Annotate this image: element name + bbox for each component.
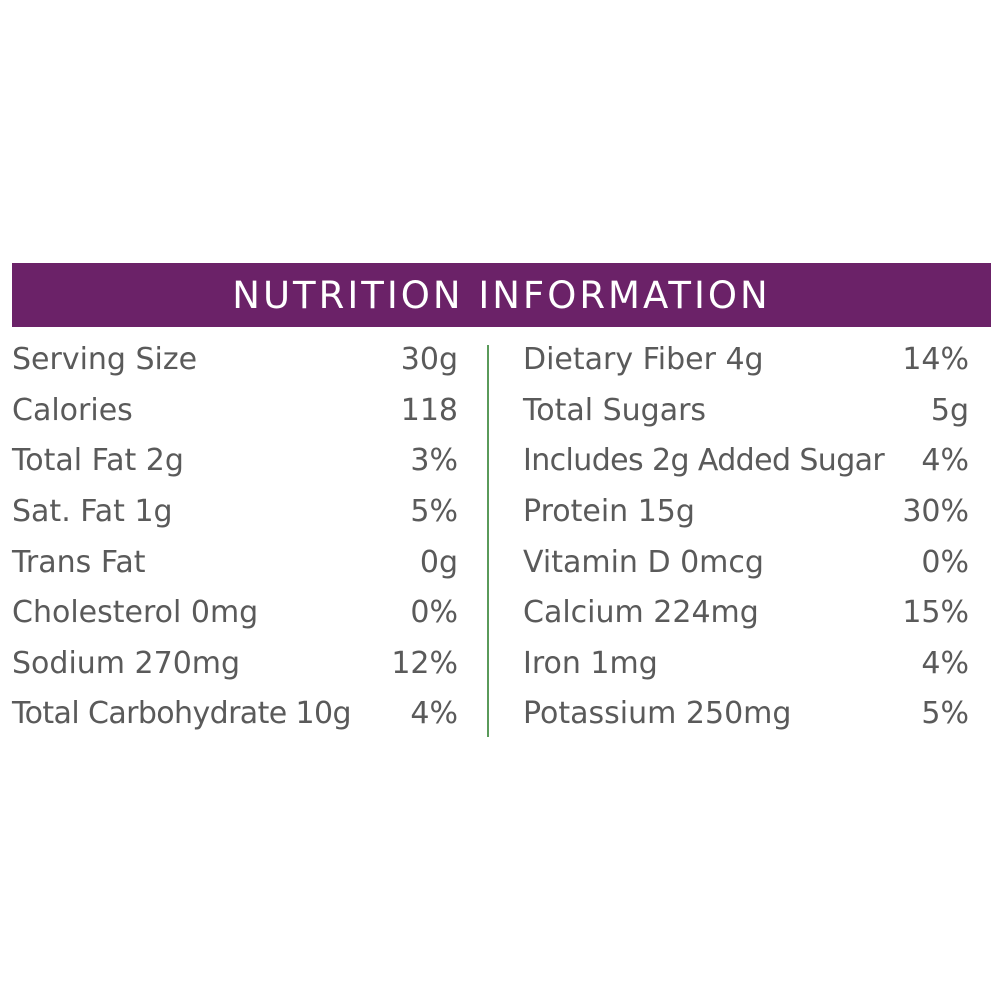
nutrient-value: 12% (391, 645, 458, 681)
nutrient-label: Includes 2g Added Sugar (523, 443, 885, 479)
nutrient-row: Calories 118 (12, 386, 458, 437)
nutrient-label: Total Sugars (523, 392, 707, 428)
nutrient-value: 15% (902, 595, 969, 631)
nutrient-label: Serving Size (12, 342, 198, 378)
nutrient-value: 30% (902, 494, 969, 530)
nutrient-row: Total Fat 2g 3% (12, 436, 458, 487)
nutrient-row: Sodium 270mg 12% (12, 639, 458, 690)
panel-title: NUTRITION INFORMATION (232, 273, 771, 317)
nutrient-value: 5% (921, 696, 969, 732)
nutrient-row: Sat. Fat 1g 5% (12, 487, 458, 538)
nutrient-value: 3% (410, 443, 458, 479)
nutrient-value: 4% (921, 645, 969, 681)
nutrient-label: Sat. Fat 1g (12, 494, 173, 530)
nutrient-row: Calcium 224mg 15% (523, 588, 969, 639)
nutrient-label: Cholesterol 0mg (12, 595, 259, 631)
nutrient-row: Vitamin D 0mcg 0% (523, 537, 969, 588)
nutrient-value: 30g (400, 342, 458, 378)
nutrient-label: Calcium 224mg (523, 595, 759, 631)
column-divider (487, 345, 489, 737)
nutrient-row: Potassium 250mg 5% (523, 689, 969, 740)
nutrient-label: Vitamin D 0mcg (523, 544, 764, 580)
nutrition-panel: NUTRITION INFORMATION Serving Size 30g C… (12, 263, 991, 755)
nutrient-row: Serving Size 30g (12, 335, 458, 386)
nutrient-row: Total Sugars 5g (523, 386, 969, 437)
nutrient-value: 4% (921, 443, 969, 479)
nutrient-value: 4% (410, 696, 458, 732)
nutrient-row: Includes 2g Added Sugar 4% (523, 436, 969, 487)
nutrient-value: 14% (902, 342, 969, 378)
nutrient-label: Sodium 270mg (12, 645, 241, 681)
nutrient-row: Dietary Fiber 4g 14% (523, 335, 969, 386)
nutrient-label: Protein 15g (523, 494, 695, 530)
nutrient-value: 0% (410, 595, 458, 631)
nutrient-value: 0g (419, 544, 458, 580)
nutrient-row: Cholesterol 0mg 0% (12, 588, 458, 639)
nutrient-value: 5g (930, 392, 969, 428)
nutrient-label: Calories (12, 392, 133, 428)
nutrient-value: 0% (921, 544, 969, 580)
nutrient-label: Trans Fat (12, 544, 146, 580)
nutrient-row: Iron 1mg 4% (523, 639, 969, 690)
nutrient-label: Total Carbohydrate 10g (12, 696, 352, 732)
nutrient-row: Protein 15g 30% (523, 487, 969, 538)
nutrient-value: 118 (400, 392, 458, 428)
nutrient-label: Total Fat 2g (12, 443, 184, 479)
right-column: Dietary Fiber 4g 14% Total Sugars 5g Inc… (523, 335, 969, 740)
nutrient-row: Total Carbohydrate 10g 4% (12, 689, 458, 740)
nutrient-label: Dietary Fiber 4g (523, 342, 764, 378)
title-banner: NUTRITION INFORMATION (12, 263, 991, 327)
nutrient-value: 5% (410, 494, 458, 530)
left-column: Serving Size 30g Calories 118 Total Fat … (12, 335, 458, 740)
nutrient-label: Potassium 250mg (523, 696, 792, 732)
nutrient-columns: Serving Size 30g Calories 118 Total Fat … (12, 335, 991, 755)
nutrient-row: Trans Fat 0g (12, 537, 458, 588)
nutrient-label: Iron 1mg (523, 645, 658, 681)
